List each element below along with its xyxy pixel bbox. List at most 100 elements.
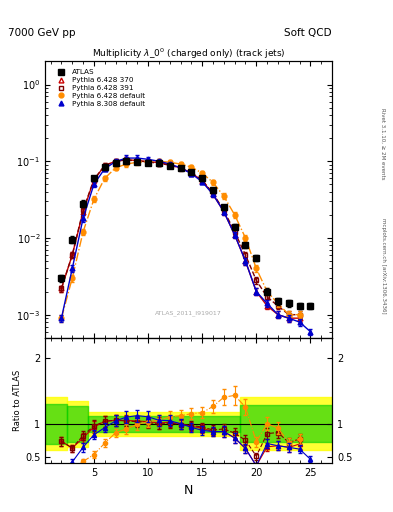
ATLAS: [167, 162, 172, 168]
Pythia 6.428 391: [167, 162, 172, 168]
Pythia 8.308 default: [178, 165, 183, 171]
Pythia 6.428 default: [124, 161, 129, 167]
Pythia 6.428 default: [243, 235, 248, 241]
Pythia 6.428 391: [189, 169, 194, 176]
ATLAS: [211, 187, 215, 193]
Pythia 6.428 default: [222, 193, 226, 199]
ATLAS: [103, 164, 107, 170]
ATLAS: [189, 168, 194, 175]
Text: mcplots.cern.ch [arXiv:1306.3436]: mcplots.cern.ch [arXiv:1306.3436]: [381, 219, 386, 314]
Pythia 6.428 370: [59, 285, 64, 291]
ATLAS: [70, 237, 75, 243]
Pythia 8.308 default: [81, 216, 85, 222]
ATLAS: [243, 242, 248, 248]
Line: Pythia 6.428 default: Pythia 6.428 default: [59, 159, 302, 321]
Pythia 6.428 391: [222, 207, 226, 214]
X-axis label: N: N: [184, 484, 193, 497]
Title: Multiplicity $\lambda\_0^0$ (charged only) (track jets): Multiplicity $\lambda\_0^0$ (charged onl…: [92, 47, 285, 61]
Pythia 6.428 default: [254, 265, 259, 271]
Pythia 6.428 370: [146, 159, 151, 165]
ATLAS: [113, 160, 118, 166]
Pythia 6.428 370: [178, 165, 183, 171]
Pythia 6.428 391: [103, 162, 107, 168]
Pythia 6.428 default: [113, 165, 118, 171]
Pythia 8.308 default: [200, 179, 204, 185]
ATLAS: [156, 160, 161, 166]
Pythia 6.428 370: [135, 158, 140, 164]
Text: 7000 GeV pp: 7000 GeV pp: [8, 28, 75, 38]
Pythia 6.428 391: [70, 252, 75, 258]
Pythia 6.428 default: [232, 212, 237, 218]
Pythia 6.428 370: [232, 232, 237, 238]
ATLAS: [297, 303, 302, 309]
Pythia 6.428 391: [59, 285, 64, 291]
ATLAS: [135, 159, 140, 165]
Pythia 6.428 default: [135, 159, 140, 165]
Pythia 6.428 default: [92, 196, 96, 202]
Pythia 6.428 391: [232, 229, 237, 235]
ATLAS: [286, 301, 291, 307]
Pythia 6.428 370: [254, 288, 259, 294]
Line: ATLAS: ATLAS: [59, 159, 313, 309]
Pythia 8.308 default: [286, 315, 291, 321]
Pythia 8.308 default: [189, 170, 194, 177]
ATLAS: [275, 298, 280, 304]
Pythia 8.308 default: [103, 165, 107, 172]
Pythia 6.428 370: [70, 252, 75, 258]
Text: Rivet 3.1.10, ≥ 2M events: Rivet 3.1.10, ≥ 2M events: [381, 108, 386, 179]
Pythia 6.428 370: [113, 158, 118, 164]
Pythia 6.428 default: [156, 158, 161, 164]
Pythia 6.428 391: [156, 160, 161, 166]
Pythia 6.428 370: [211, 191, 215, 198]
ATLAS: [265, 288, 270, 294]
Pythia 8.308 default: [156, 158, 161, 164]
Pythia 6.428 default: [178, 161, 183, 167]
Legend: ATLAS, Pythia 6.428 370, Pythia 6.428 391, Pythia 6.428 default, Pythia 8.308 de: ATLAS, Pythia 6.428 370, Pythia 6.428 39…: [50, 67, 148, 110]
Pythia 8.308 default: [232, 232, 237, 238]
Pythia 6.428 default: [286, 312, 291, 318]
Text: ATLAS_2011_I919017: ATLAS_2011_I919017: [155, 310, 222, 316]
Pythia 8.308 default: [308, 329, 313, 335]
Pythia 6.428 391: [275, 303, 280, 309]
Pythia 6.428 370: [81, 208, 85, 215]
Line: Pythia 6.428 391: Pythia 6.428 391: [59, 158, 302, 317]
Pythia 6.428 391: [254, 278, 259, 284]
Pythia 8.308 default: [92, 181, 96, 187]
Pythia 6.428 370: [92, 177, 96, 183]
Pythia 6.428 370: [124, 157, 129, 163]
ATLAS: [178, 165, 183, 171]
ATLAS: [146, 160, 151, 166]
ATLAS: [59, 275, 64, 281]
Pythia 6.428 370: [222, 208, 226, 215]
Pythia 6.428 391: [200, 177, 204, 183]
Pythia 6.428 391: [124, 157, 129, 163]
Pythia 8.308 default: [243, 258, 248, 264]
Pythia 8.308 default: [70, 265, 75, 271]
Pythia 8.308 default: [146, 156, 151, 162]
Pythia 8.308 default: [265, 301, 270, 307]
ATLAS: [232, 224, 237, 230]
Pythia 6.428 370: [275, 312, 280, 318]
Pythia 6.428 default: [81, 229, 85, 235]
Pythia 6.428 default: [167, 159, 172, 165]
ATLAS: [81, 201, 85, 207]
Pythia 6.428 391: [265, 294, 270, 300]
Pythia 6.428 370: [103, 162, 107, 168]
ATLAS: [308, 303, 313, 309]
Pythia 6.428 default: [265, 288, 270, 294]
Pythia 6.428 391: [243, 252, 248, 258]
ATLAS: [92, 175, 96, 181]
Pythia 6.428 default: [189, 164, 194, 170]
Y-axis label: Ratio to ATLAS: Ratio to ATLAS: [13, 370, 22, 431]
Pythia 8.308 default: [254, 288, 259, 294]
Pythia 8.308 default: [297, 319, 302, 325]
ATLAS: [124, 158, 129, 164]
Pythia 6.428 391: [211, 190, 215, 197]
Text: Soft QCD: Soft QCD: [285, 28, 332, 38]
Line: Pythia 6.428 370: Pythia 6.428 370: [59, 157, 302, 321]
Pythia 6.428 370: [189, 170, 194, 176]
Pythia 6.428 default: [211, 179, 215, 185]
Pythia 6.428 370: [297, 315, 302, 321]
Pythia 6.428 370: [156, 160, 161, 166]
Pythia 6.428 391: [178, 165, 183, 172]
